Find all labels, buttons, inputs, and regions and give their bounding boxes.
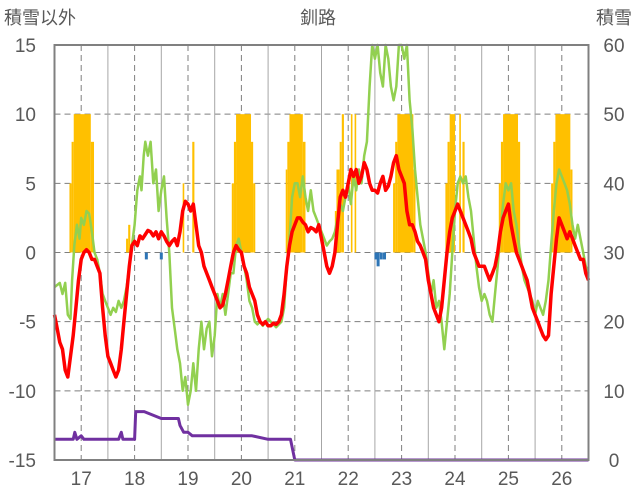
x-tick-label: 17 — [71, 469, 92, 490]
sunshine-bar — [73, 114, 91, 253]
y-left-tick-label: 10 — [15, 105, 36, 126]
precip-bar — [159, 252, 163, 260]
precip-bars — [144, 252, 387, 267]
sunshine-bar — [449, 114, 455, 253]
plot-frame — [53, 44, 590, 461]
precip-bar — [379, 252, 383, 260]
x-tick-label: 25 — [498, 469, 519, 490]
x-tick-label: 20 — [231, 469, 252, 490]
grid — [54, 45, 589, 460]
y-right-tick-label: 60 — [603, 36, 624, 57]
sunshine-bar — [128, 224, 131, 253]
temperature-line — [52, 153, 591, 379]
y-right-tick-label: 10 — [603, 382, 624, 403]
sunshine-bar — [231, 183, 234, 253]
sunshine-bar — [71, 141, 74, 253]
y-left-tick-label: -10 — [9, 382, 36, 403]
y-left-tick-label: 5 — [25, 174, 36, 195]
precip-bar — [376, 252, 380, 267]
x-tick-label: 18 — [124, 469, 145, 490]
x-tick-label: 23 — [391, 469, 412, 490]
sunshine-bar — [90, 141, 95, 253]
sunshine-bar — [459, 114, 461, 253]
y-left-tick-label: 0 — [25, 244, 36, 265]
snow_depth-line — [54, 410, 589, 462]
chart-title: 釧路 — [300, 8, 336, 29]
y-right-tick-label: 0 — [609, 451, 620, 472]
sunshine-bar — [126, 238, 129, 253]
precip-bar — [383, 252, 387, 260]
sunshine-bar — [462, 141, 465, 253]
precip-bar — [374, 252, 378, 260]
right-axis-label: 積雪 — [596, 8, 632, 29]
y-left-tick-label: -15 — [9, 451, 36, 472]
x-tick-label: 22 — [338, 469, 359, 490]
sunshine-bar — [69, 183, 72, 253]
y-right-tick-label: 50 — [603, 105, 624, 126]
sunshine-bar — [341, 114, 344, 253]
sunshine-bar — [287, 141, 290, 253]
sunshine-bar — [500, 141, 504, 253]
sunshine-bar — [518, 141, 521, 253]
y-left-tick-label: -5 — [19, 313, 36, 334]
sunshine-bar — [447, 141, 450, 253]
y-left-tick-label: 15 — [15, 36, 36, 57]
y-right-tick-label: 30 — [603, 244, 624, 265]
sunshine-bar — [498, 183, 501, 253]
sunshine-bar — [251, 141, 254, 253]
sunshine-bar — [413, 169, 416, 253]
sunshine-bar — [285, 169, 288, 253]
precip-bar — [144, 252, 148, 260]
x-tick-label: 24 — [444, 469, 466, 490]
x-tick-label: 26 — [551, 469, 572, 490]
sunshine-bar — [445, 183, 448, 253]
series-lines — [52, 43, 591, 462]
x-tick-label: 21 — [284, 469, 305, 490]
left-axis-label: 積雪以外 — [4, 8, 76, 29]
sunshine-bar — [393, 183, 396, 253]
sunshine-bar — [302, 141, 306, 253]
x-tick-label: 19 — [177, 469, 198, 490]
sunshine-bar — [236, 114, 252, 253]
sunshine-bar — [395, 141, 398, 253]
sunshine-bar — [233, 141, 237, 253]
y-right-tick-label: 20 — [603, 313, 624, 334]
y-right-tick-label: 40 — [603, 174, 624, 195]
sunshine-bar — [192, 141, 195, 253]
sunshine-bar — [253, 183, 256, 253]
